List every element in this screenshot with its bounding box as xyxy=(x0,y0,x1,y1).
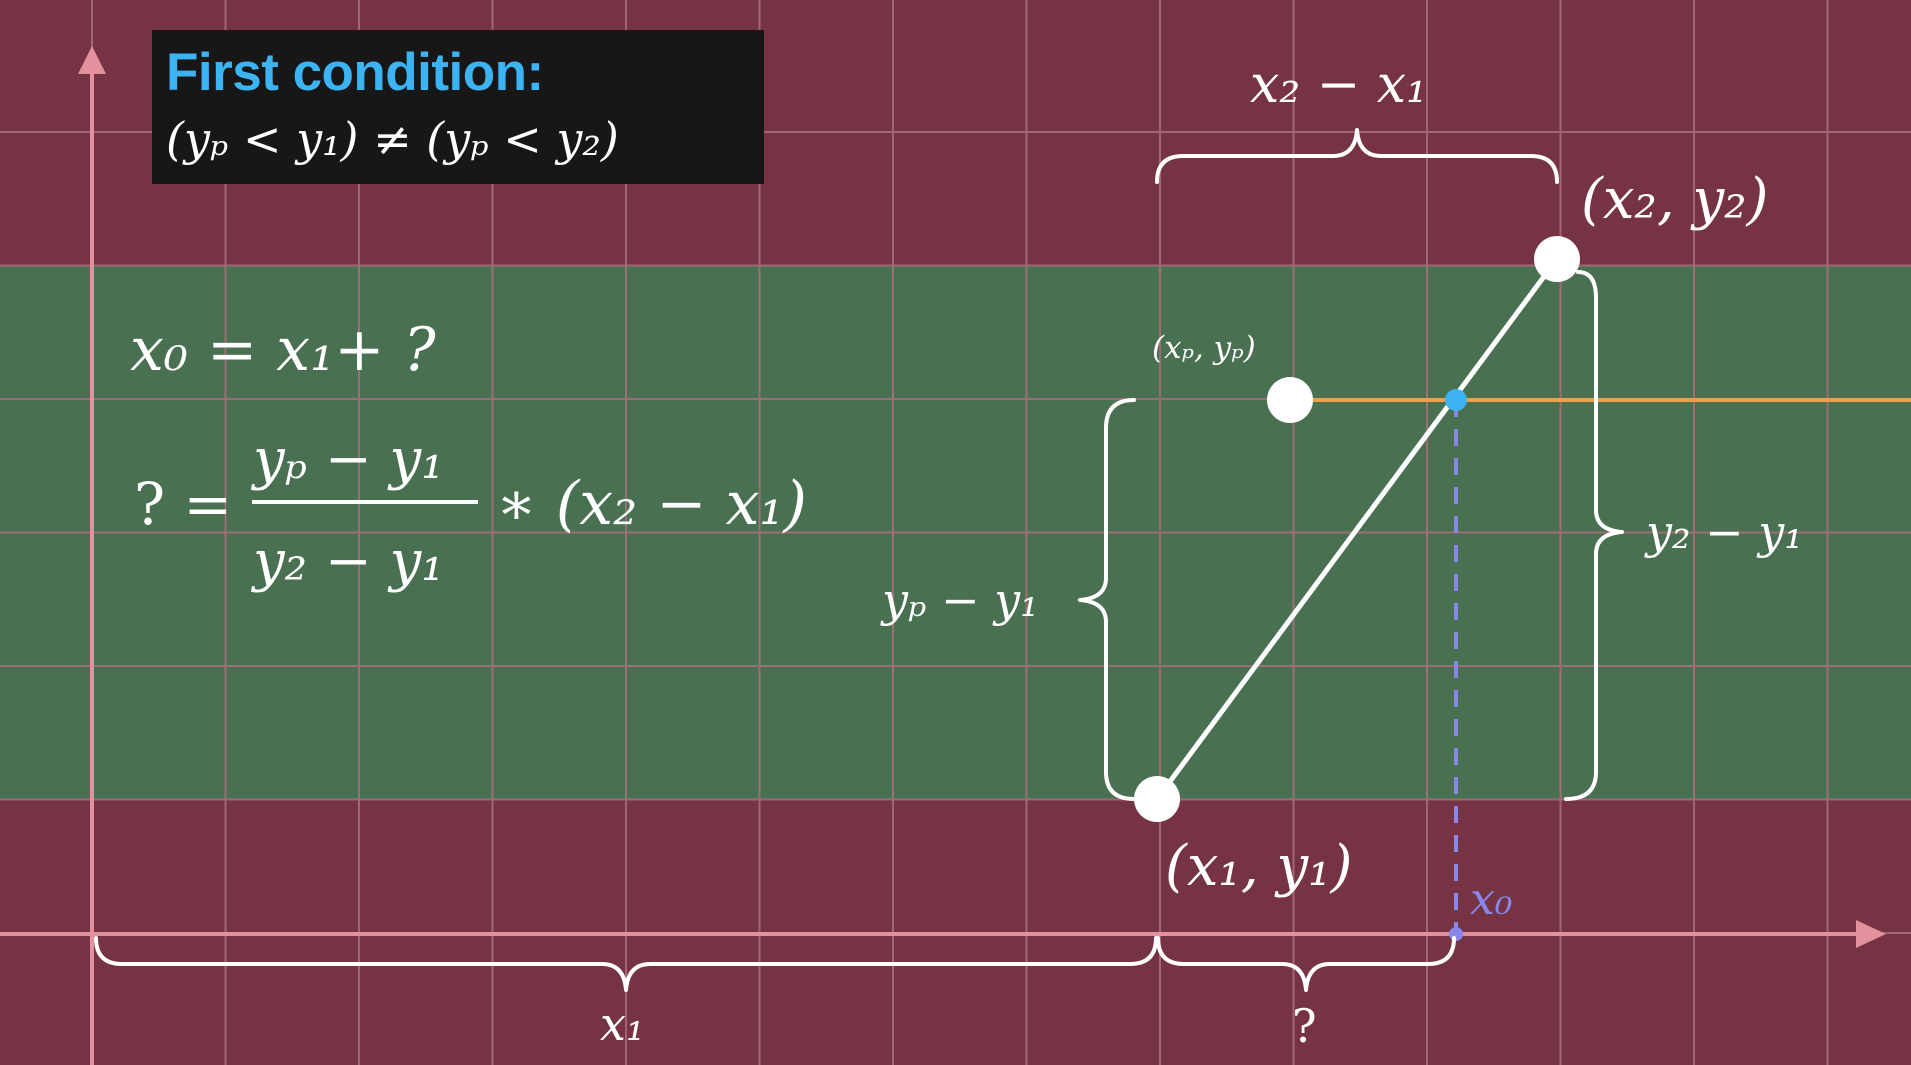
braces xyxy=(94,128,1624,992)
label-bottom-right-brace: ? xyxy=(1292,999,1317,1053)
edge-segment xyxy=(1154,257,1560,801)
right-brace xyxy=(1564,270,1624,801)
intersection-point xyxy=(1445,389,1467,411)
equation-rhs: ∗ (x₂ − x₁) xyxy=(496,469,807,539)
fraction-denominator: y₂ − y₁ xyxy=(250,529,444,594)
label-right-brace: y₂ − y₁ xyxy=(1644,505,1803,559)
label-test-point: (xₚ, yₚ) xyxy=(1152,330,1256,366)
bottom-right-brace xyxy=(1156,936,1456,992)
label-top-brace: x₂ − x₁ xyxy=(1250,55,1427,115)
top-brace xyxy=(1155,128,1559,184)
label-left-brace: yₚ − y₁ xyxy=(880,573,1039,627)
point-p1 xyxy=(1134,776,1180,822)
condition-formula: (yₚ < y₁) ≠ (yₚ < y₂) xyxy=(166,112,619,166)
fraction-numerator: yₚ − y₁ xyxy=(250,427,444,492)
axes xyxy=(0,46,1886,1065)
x0-point xyxy=(1449,927,1463,941)
arrow-right-icon xyxy=(1856,920,1886,948)
label-bottom-left-brace: x₁ xyxy=(600,997,644,1051)
label-p1: (x₁, y₁) xyxy=(1165,834,1352,899)
condition-heading: First condition: xyxy=(166,43,544,102)
bottom-left-brace xyxy=(94,936,1158,992)
condition-box: First condition: (yₚ < y₁) ≠ (yₚ < y₂) xyxy=(152,30,764,184)
point-p2 xyxy=(1534,236,1580,282)
equation-x0: x₀ = x₁+ ? xyxy=(130,315,437,385)
arrow-up-icon xyxy=(78,46,106,74)
left-brace xyxy=(1078,398,1136,801)
label-x0: x₀ xyxy=(1470,874,1513,925)
point-test xyxy=(1267,377,1313,423)
label-p2: (x₂, y₂) xyxy=(1581,167,1768,232)
equation-lhs: ? = xyxy=(134,470,232,538)
